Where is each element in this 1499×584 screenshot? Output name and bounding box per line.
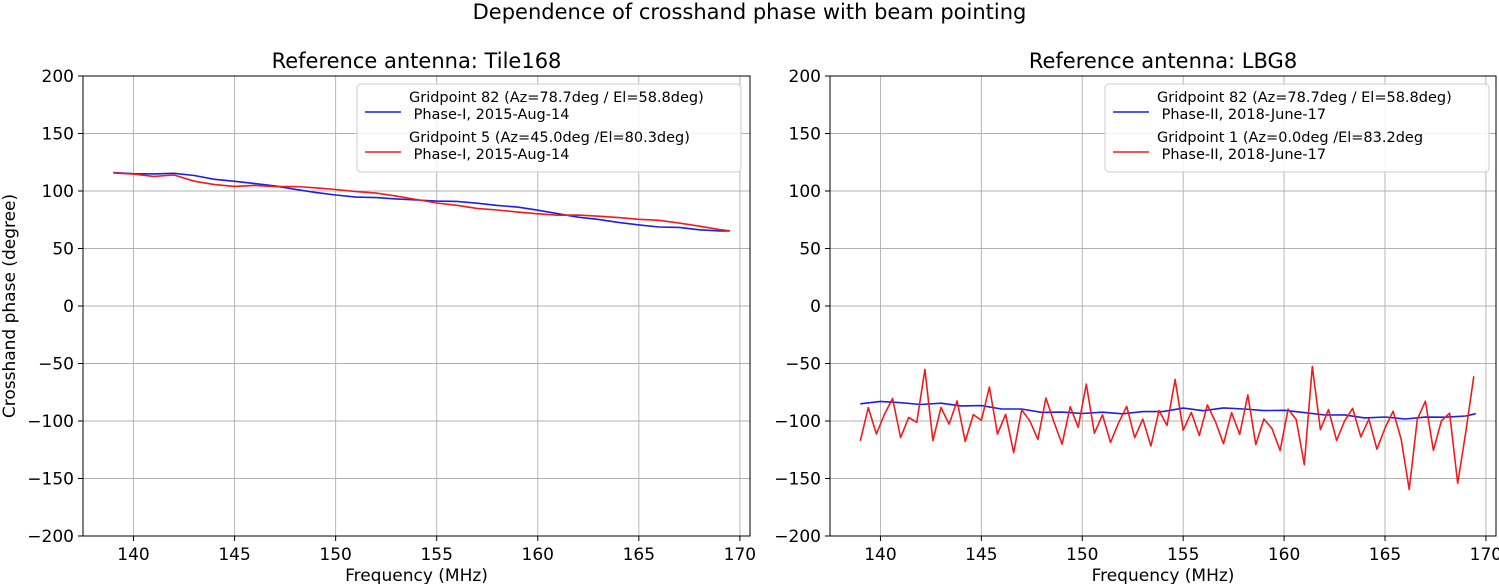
x-tick-label: 155 [1167, 545, 1199, 565]
legend-label-secondary: Phase-II, 2018-June-17 [1157, 107, 1326, 123]
y-tick-label: 150 [42, 125, 74, 145]
legend-label: Gridpoint 82 (Az=78.7deg / El=58.8deg) [1157, 90, 1452, 106]
legend-box [1104, 83, 1490, 173]
legend-label: Gridpoint 5 (Az=45.0deg /El=80.3deg) [409, 130, 690, 146]
y-tick-label: 50 [799, 240, 821, 260]
x-tick-label: 150 [1066, 545, 1098, 565]
x-tick-label: 145 [218, 545, 250, 565]
y-tick-label: 0 [63, 297, 74, 317]
series-line-1 [113, 171, 730, 232]
y-tick-label: 100 [789, 182, 821, 202]
legend-box [356, 83, 742, 173]
y-tick-label: 150 [789, 125, 821, 145]
legend-label-secondary: Phase-I, 2015-Aug-14 [409, 107, 569, 123]
x-tick-label: 155 [420, 545, 452, 565]
y-tick-label: 50 [52, 240, 74, 260]
x-tick-label: 165 [623, 545, 655, 565]
x-tick-label: 170 [1470, 545, 1499, 565]
panel-title: Reference antenna: LBG8 [1029, 49, 1297, 73]
x-tick-label: 150 [319, 545, 351, 565]
x-tick-label: 160 [522, 545, 554, 565]
x-tick-label: 140 [864, 545, 896, 565]
legend-label: Gridpoint 1 (Az=0.0deg /El=83.2deg [1157, 130, 1423, 146]
legend-label-secondary: Phase-II, 2018-June-17 [1157, 147, 1326, 163]
chart-panel-lbg8: 140 145 150 155 160 165 170 −200 −150 −100 −50 0 50 1… [774, 49, 1499, 584]
panel-title: Reference antenna: Tile168 [272, 49, 562, 73]
legend: Gridpoint 82 (Az=78.7deg / El=58.8deg) P… [356, 83, 742, 173]
x-tick-label: 165 [1369, 545, 1401, 565]
x-tick-label: 170 [724, 545, 756, 565]
chart-panel-tile168: 140 145 150 155 160 165 170 −200 −150 −100 −50 0 50 1… [27, 49, 756, 584]
legend: Gridpoint 82 (Az=78.7deg / El=58.8deg) P… [1104, 83, 1490, 173]
y-tick-label: −50 [785, 355, 821, 375]
y-tick-label: 0 [810, 297, 821, 317]
legend-label-secondary: Phase-I, 2015-Aug-14 [409, 147, 569, 163]
series-line-2 [859, 365, 1475, 491]
x-axis-label: Frequency (MHz) [1092, 566, 1235, 584]
y-tick-label: 200 [789, 67, 821, 87]
x-tick-label: 160 [1268, 545, 1300, 565]
x-axis-label: Frequency (MHz) [345, 566, 488, 584]
figure-suptitle: Dependence of crosshand phase with beam … [473, 0, 1027, 24]
y-axis-label: Crosshand phase (degree) [0, 194, 20, 418]
y-tick-label: −50 [38, 355, 74, 375]
y-tick-label: −200 [774, 527, 821, 547]
y-tick-label: −100 [774, 412, 821, 432]
y-tick-label: −100 [27, 412, 74, 432]
y-tick-label: −200 [27, 527, 74, 547]
y-tick-label: −150 [774, 470, 821, 490]
y-tick-label: 100 [42, 182, 74, 202]
x-tick-label: 145 [965, 545, 997, 565]
legend-label: Gridpoint 82 (Az=78.7deg / El=58.8deg) [409, 90, 704, 106]
y-tick-label: −150 [27, 470, 74, 490]
y-tick-label: 200 [42, 67, 74, 87]
series-line-1 [860, 400, 1476, 420]
series-line-2 [113, 172, 730, 232]
x-tick-label: 140 [117, 545, 149, 565]
